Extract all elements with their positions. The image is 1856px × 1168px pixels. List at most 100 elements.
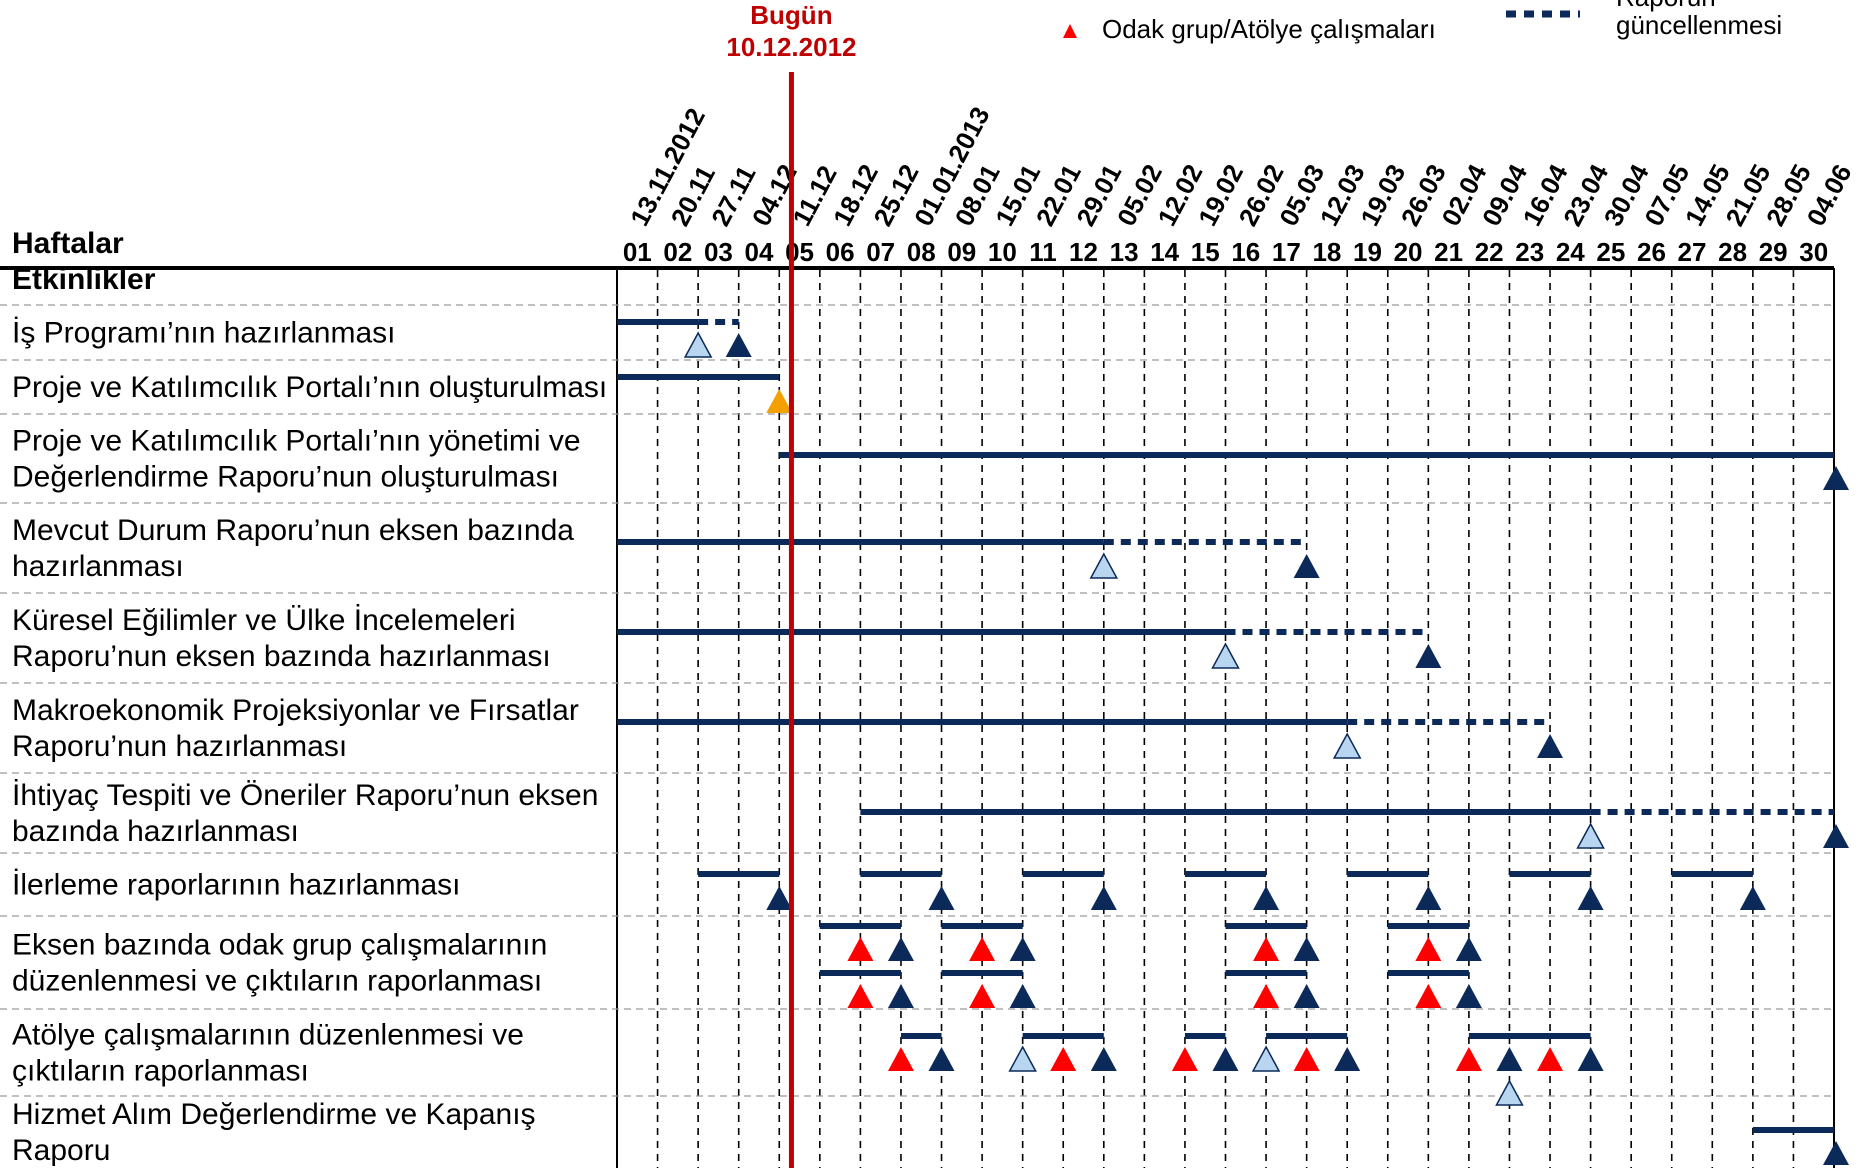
red-triangle-marker-icon — [1293, 1047, 1320, 1071]
week-number: 13 — [1110, 237, 1139, 267]
week-header: 0113.11.20120220.110327.110404.120511.12… — [623, 102, 1856, 267]
activity-label: hazırlanması — [12, 550, 184, 583]
red-triangle-marker-icon — [1415, 984, 1442, 1008]
dark-triangle-marker-icon — [766, 886, 793, 910]
dark-triangle-marker-icon — [1739, 886, 1766, 910]
dark-triangle-marker-icon — [1823, 824, 1849, 848]
red-triangle-marker-icon — [969, 937, 996, 961]
activity-label: İlerleme raporlarının hazırlanması — [12, 869, 461, 902]
week-number: 04 — [745, 237, 774, 267]
week-number: 21 — [1434, 237, 1463, 267]
dark-triangle-marker-icon — [1334, 1047, 1361, 1071]
week-number: 19 — [1353, 237, 1382, 267]
red-triangle-marker-icon — [1050, 1047, 1077, 1071]
today-date: 10.12.2012 — [726, 32, 856, 62]
red-triangle-marker-icon — [1455, 1047, 1482, 1071]
today-label: Bugün — [750, 0, 832, 30]
dark-triangle-marker-icon — [1496, 1047, 1523, 1071]
week-number: 12 — [1069, 237, 1098, 267]
gantt-marks — [617, 319, 1849, 1165]
activity-label: Raporu — [12, 1134, 110, 1167]
light-triangle-marker-icon — [1251, 1045, 1281, 1072]
legend-report-update-line1: Raporun — [1616, 0, 1716, 12]
light-triangle-marker-icon — [1576, 822, 1605, 849]
activity-label: Atölye çalışmalarının düzenlenmesi ve — [12, 1019, 524, 1052]
week-number: 18 — [1312, 237, 1341, 267]
week-number: 22 — [1475, 237, 1504, 267]
dark-triangle-marker-icon — [1823, 1141, 1849, 1165]
activity-label: İhtiyaç Tespiti ve Öneriler Raporu’nun e… — [12, 779, 598, 812]
dark-triangle-marker-icon — [1090, 886, 1117, 910]
dark-triangle-marker-icon — [887, 984, 914, 1008]
activity-label: Değerlendirme Raporu’nun oluşturulması — [12, 461, 559, 494]
dark-triangle-marker-icon — [1577, 886, 1604, 910]
week-number: 23 — [1515, 237, 1544, 267]
week-number: 01 — [623, 237, 652, 267]
red-triangle-marker-icon — [1253, 984, 1280, 1008]
week-number: 09 — [947, 237, 976, 267]
week-number: 10 — [988, 237, 1017, 267]
activity-label: Raporu’nun hazırlanması — [12, 730, 347, 763]
activity-label: Makroekonomik Projeksiyonlar ve Fırsatla… — [12, 694, 579, 727]
week-number: 30 — [1799, 237, 1828, 267]
legend-red-triangle-icon — [1063, 24, 1077, 38]
activity-label: İş Programı’nın hazırlanması — [12, 317, 395, 350]
activity-label: çıktıların raporlanması — [12, 1055, 309, 1088]
red-triangle-marker-icon — [847, 984, 874, 1008]
weeks-label: Haftalar — [12, 227, 124, 260]
week-number: 11 — [1029, 237, 1057, 267]
activity-label: bazında hazırlanması — [12, 815, 299, 848]
dark-triangle-marker-icon — [1293, 937, 1320, 961]
week-number: 02 — [663, 237, 692, 267]
dark-triangle-marker-icon — [1577, 1047, 1604, 1071]
activity-rows: İş Programı’nın hazırlanması Proje ve Kat… — [12, 317, 607, 1168]
dark-triangle-marker-icon — [1415, 644, 1442, 668]
week-number: 28 — [1718, 237, 1747, 267]
light-triangle-marker-icon — [1332, 732, 1362, 759]
red-triangle-marker-icon — [1537, 1047, 1564, 1071]
week-number: 03 — [704, 237, 733, 267]
dark-triangle-marker-icon — [1537, 734, 1564, 758]
activity-label: düzenlenmesi ve çıktıların raporlanması — [12, 965, 542, 998]
dark-triangle-marker-icon — [928, 886, 955, 910]
dark-triangle-marker-icon — [887, 937, 914, 961]
week-number: 25 — [1596, 237, 1625, 267]
activity-label: Proje ve Katılımcılık Portalı’nın yöneti… — [12, 425, 581, 458]
week-number: 17 — [1272, 237, 1301, 267]
legend-focus-group-label: Odak grup/Atölye çalışmaları — [1102, 14, 1436, 44]
today-marker: Bugün 10.12.2012 — [726, 0, 857, 1168]
red-triangle-marker-icon — [847, 937, 874, 961]
red-triangle-marker-icon — [887, 1047, 914, 1071]
activity-label: Eksen bazında odak grup çalışmalarının — [12, 929, 547, 962]
red-triangle-marker-icon — [1253, 937, 1280, 961]
week-number: 08 — [907, 237, 936, 267]
legend-report-update-line2: güncellenmesi — [1616, 10, 1782, 40]
week-number: 24 — [1556, 237, 1585, 267]
activity-label: Raporu’nun eksen bazında hazırlanması — [12, 640, 551, 673]
week-number: 29 — [1759, 237, 1788, 267]
activity-label: Mevcut Durum Raporu’nun eksen bazında — [12, 514, 574, 547]
dark-triangle-marker-icon — [1455, 937, 1482, 961]
dark-triangle-marker-icon — [1823, 466, 1849, 490]
red-triangle-marker-icon — [969, 984, 996, 1008]
dark-triangle-marker-icon — [725, 333, 752, 357]
dark-triangle-marker-icon — [1415, 886, 1442, 910]
activity-label: Hizmet Alım Değerlendirme ve Kapanış — [12, 1098, 536, 1131]
red-triangle-marker-icon — [1415, 937, 1442, 961]
activity-label: Küresel Eğilimler ve Ülke İncelemeleri — [12, 604, 516, 637]
week-number: 16 — [1231, 237, 1260, 267]
week-number: 20 — [1394, 237, 1423, 267]
activity-label: Proje ve Katılımcılık Portalı’nın oluştu… — [12, 371, 607, 404]
week-number: 15 — [1191, 237, 1220, 267]
week-number: 27 — [1678, 237, 1707, 267]
week-number: 14 — [1150, 237, 1179, 267]
light-triangle-marker-icon — [1495, 1079, 1524, 1106]
red-triangle-marker-icon — [1171, 1047, 1198, 1071]
dark-triangle-marker-icon — [1293, 554, 1320, 578]
dark-triangle-marker-icon — [928, 1047, 955, 1071]
dark-triangle-marker-icon — [1009, 937, 1036, 961]
activities-label: Etkinlikler — [12, 263, 156, 296]
dark-triangle-marker-icon — [1009, 984, 1036, 1008]
week-number: 06 — [826, 237, 855, 267]
